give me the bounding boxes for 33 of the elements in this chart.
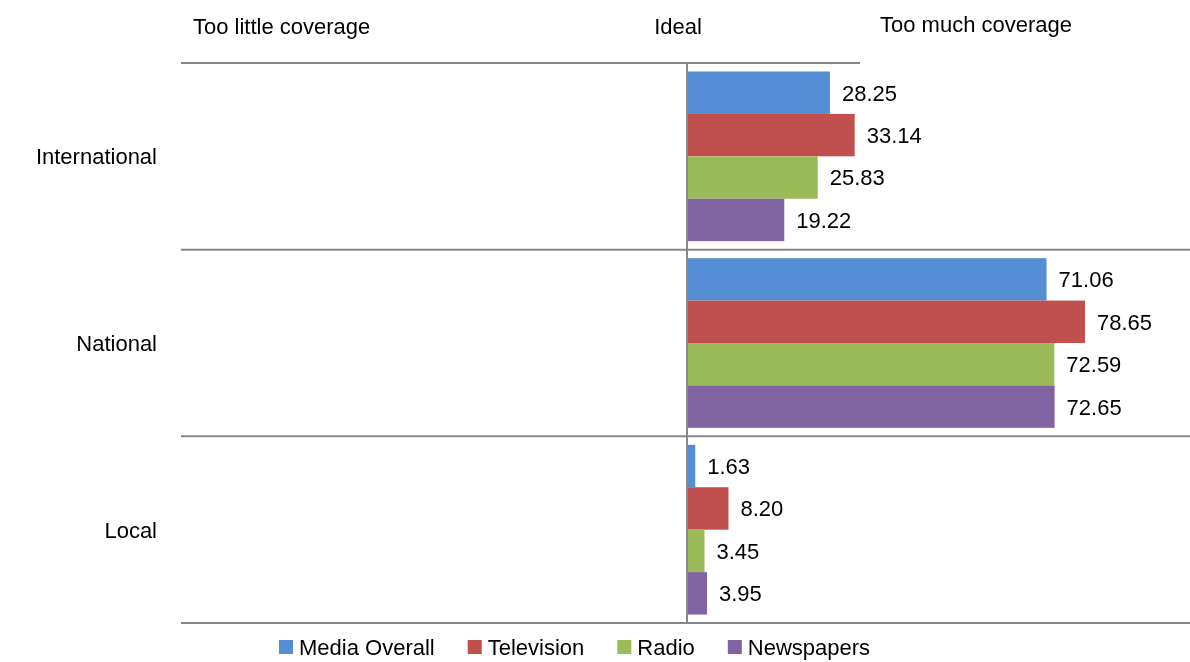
data-label: 1.63	[707, 453, 751, 479]
data-label: 19.22	[796, 207, 852, 233]
bar	[687, 71, 830, 114]
bar	[687, 529, 705, 573]
bar	[687, 198, 785, 242]
data-label: 78.65	[1096, 309, 1153, 335]
data-label: 3.95	[718, 581, 762, 607]
bar	[687, 385, 1055, 428]
bar	[687, 487, 729, 530]
bar	[687, 343, 1055, 386]
data-label: 71.06	[1058, 267, 1114, 293]
legend-label: Television	[487, 634, 585, 660]
bar	[687, 258, 1047, 301]
data-label: 72.59	[1066, 352, 1122, 378]
data-label: 25.83	[829, 165, 885, 191]
annotation: Too little coverage	[193, 13, 371, 39]
y-tick-label: National	[76, 330, 157, 356]
data-label: 3.45	[716, 538, 760, 564]
legend-label: Radio	[637, 634, 695, 660]
data-label: 72.65	[1066, 394, 1122, 420]
annotation: Too much coverage	[880, 11, 1072, 37]
bar	[687, 300, 1085, 343]
bar	[687, 156, 818, 199]
legend-label: Media Overall	[299, 634, 435, 660]
bar	[687, 572, 707, 615]
annotation: Ideal	[654, 13, 702, 39]
data-label: 33.14	[866, 123, 922, 149]
bar	[687, 113, 855, 157]
legend-label: Newspapers	[747, 634, 871, 660]
data-label: 28.25	[841, 80, 898, 106]
data-label: 8.20	[740, 496, 784, 522]
y-tick-label: International	[35, 144, 157, 170]
y-tick-label: Local	[104, 517, 157, 543]
